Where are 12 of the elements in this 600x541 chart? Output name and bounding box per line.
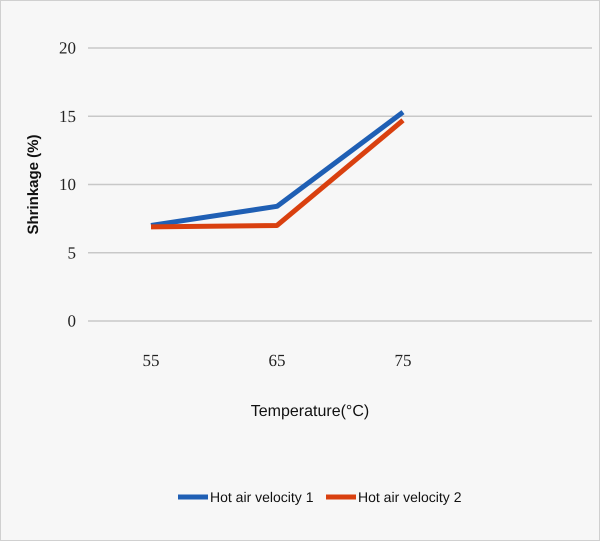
x-axis-title: Temperature(°C) bbox=[250, 403, 370, 420]
legend-label: Hot air velocity 2 bbox=[358, 489, 462, 505]
y-tick-label: 0 bbox=[68, 312, 76, 330]
x-tick-label: 65 bbox=[268, 351, 286, 370]
y-axis-title: Shrinkage (%) bbox=[25, 134, 42, 235]
x-tick-label: 55 bbox=[142, 351, 160, 370]
y-tick-label: 15 bbox=[59, 106, 76, 126]
x-tick-label: 75 bbox=[394, 351, 412, 370]
y-tick-label: 5 bbox=[68, 243, 76, 262]
y-tick-label: 20 bbox=[59, 38, 76, 58]
legend-label: Hot air velocity 1 bbox=[210, 489, 314, 505]
y-tick-label: 10 bbox=[59, 175, 76, 194]
